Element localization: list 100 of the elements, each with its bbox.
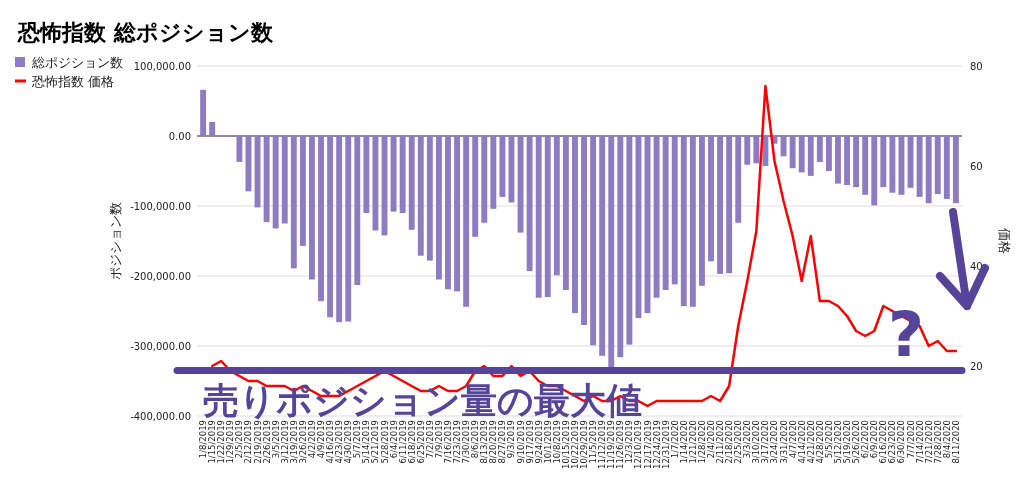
legend-label: 総ポジション数 [31, 54, 123, 70]
bar [726, 136, 733, 274]
x-tick-label: 5/26/2020 [851, 420, 862, 464]
bar [590, 136, 597, 346]
x-tick-label: 4/16/2019 [325, 420, 336, 464]
x-tick-label: 8/20/2019 [488, 420, 499, 464]
x-tick-label: 2/25/2020 [733, 420, 744, 464]
bar [789, 136, 796, 169]
bar [581, 136, 587, 325]
x-tick-label: 11/5/2019 [588, 420, 599, 464]
bar [435, 136, 442, 280]
x-tick-label: 7/14/2020 [914, 420, 925, 464]
x-tick-label: 4/21/2020 [805, 420, 816, 464]
y-tick-label: -400,000.00 [130, 410, 191, 422]
bar [816, 136, 823, 162]
bar [599, 136, 606, 356]
x-tick-label: 1/22/2019 [216, 420, 227, 464]
x-tick-label: 5/21/2019 [370, 420, 381, 464]
x-tick-label: 7/28/2020 [932, 420, 943, 464]
x-tick-label: 7/23/2019 [452, 420, 463, 464]
bar [354, 136, 361, 286]
bar [753, 136, 760, 164]
bar [708, 136, 714, 262]
bar [535, 136, 542, 298]
y-tick-label: -100,000.00 [130, 200, 191, 212]
x-tick-label: 9/24/2019 [533, 420, 544, 464]
x-tick-label: 7/21/2020 [923, 420, 934, 464]
bar [562, 136, 569, 290]
x-tick-label: 7/16/2019 [442, 420, 453, 464]
x-tick-label: 4/2/2019 [306, 420, 317, 459]
bar [336, 136, 343, 323]
y-tick-label: -200,000.00 [130, 270, 191, 282]
bar [626, 136, 633, 345]
x-tick-label: 12/17/2019 [642, 420, 653, 469]
bar [263, 136, 270, 223]
x-tick-label: 8/27/2019 [497, 420, 508, 464]
x-tick-label: 2/19/2019 [252, 420, 263, 464]
x-tick-label: 2/5/2019 [234, 420, 245, 459]
bar [934, 136, 941, 195]
bar [490, 136, 497, 209]
bar [572, 136, 578, 314]
x-tick-label: 10/1/2019 [542, 420, 553, 464]
x-tick-label: 8/11/2020 [950, 420, 961, 464]
x-tick-label: 2/18/2020 [724, 420, 735, 464]
x-tick-label: 5/12/2020 [832, 420, 843, 464]
bar [735, 136, 742, 223]
x-tick-label: 3/24/2020 [769, 420, 780, 464]
x-tick-label: 6/25/2019 [415, 420, 426, 464]
bar [318, 136, 324, 302]
bar [689, 136, 696, 307]
x-tick-label: 11/12/2019 [597, 420, 608, 469]
x-tick-label: 4/7/2020 [787, 420, 798, 459]
bar [662, 136, 669, 290]
x-tick-label: 6/2/2020 [860, 420, 871, 459]
bar [399, 136, 406, 213]
bar [952, 136, 959, 204]
bar [390, 136, 397, 212]
bar [835, 136, 841, 184]
x-tick-label: 5/5/2020 [823, 420, 834, 459]
x-tick-label: 10/8/2019 [551, 420, 562, 464]
bar [680, 136, 687, 307]
bar [825, 136, 832, 171]
x-tick-label: 1/7/2020 [669, 420, 680, 459]
x-tick-label: 1/28/2020 [696, 420, 707, 464]
y2-tick-label: 60 [970, 160, 983, 172]
bar [454, 136, 461, 292]
x-tick-label: 7/30/2019 [461, 420, 472, 464]
x-tick-label: 1/8/2019 [198, 420, 209, 459]
y-axis-title: ポジション数 [108, 202, 123, 280]
x-tick-label: 1/15/2019 [207, 420, 218, 464]
x-tick-label: 7/9/2019 [433, 420, 444, 459]
bar [209, 122, 216, 136]
y-tick-label: -300,000.00 [130, 340, 191, 352]
bar [345, 136, 352, 322]
bar [553, 136, 560, 276]
bar [853, 136, 860, 188]
bar [481, 136, 488, 223]
x-tick-label: 2/26/2019 [261, 420, 272, 464]
bar [871, 136, 878, 206]
y-tick-label: 0.00 [168, 130, 191, 142]
bar [880, 136, 887, 188]
bar [426, 136, 433, 261]
x-tick-label: 12/10/2019 [633, 420, 644, 469]
x-tick-label: 5/7/2019 [352, 420, 363, 459]
x-tick-label: 2/4/2020 [706, 420, 717, 459]
x-tick-label: 10/22/2019 [569, 420, 580, 469]
bar [281, 136, 288, 224]
x-tick-label: 3/17/2020 [760, 420, 771, 464]
bar [862, 136, 869, 195]
x-tick-label: 4/30/2019 [343, 420, 354, 464]
bar [327, 136, 334, 318]
x-tick-label: 4/14/2020 [796, 420, 807, 464]
x-tick-label: 1/21/2020 [687, 420, 698, 464]
x-tick-label: 4/9/2019 [316, 420, 327, 459]
bar [363, 136, 370, 213]
x-tick-label: 3/31/2020 [778, 420, 789, 464]
bar [408, 136, 415, 230]
legend-label: 恐怖指数 価格 [31, 73, 115, 89]
annotation: ? [888, 298, 924, 371]
x-tick-label: 6/11/2019 [397, 420, 408, 464]
